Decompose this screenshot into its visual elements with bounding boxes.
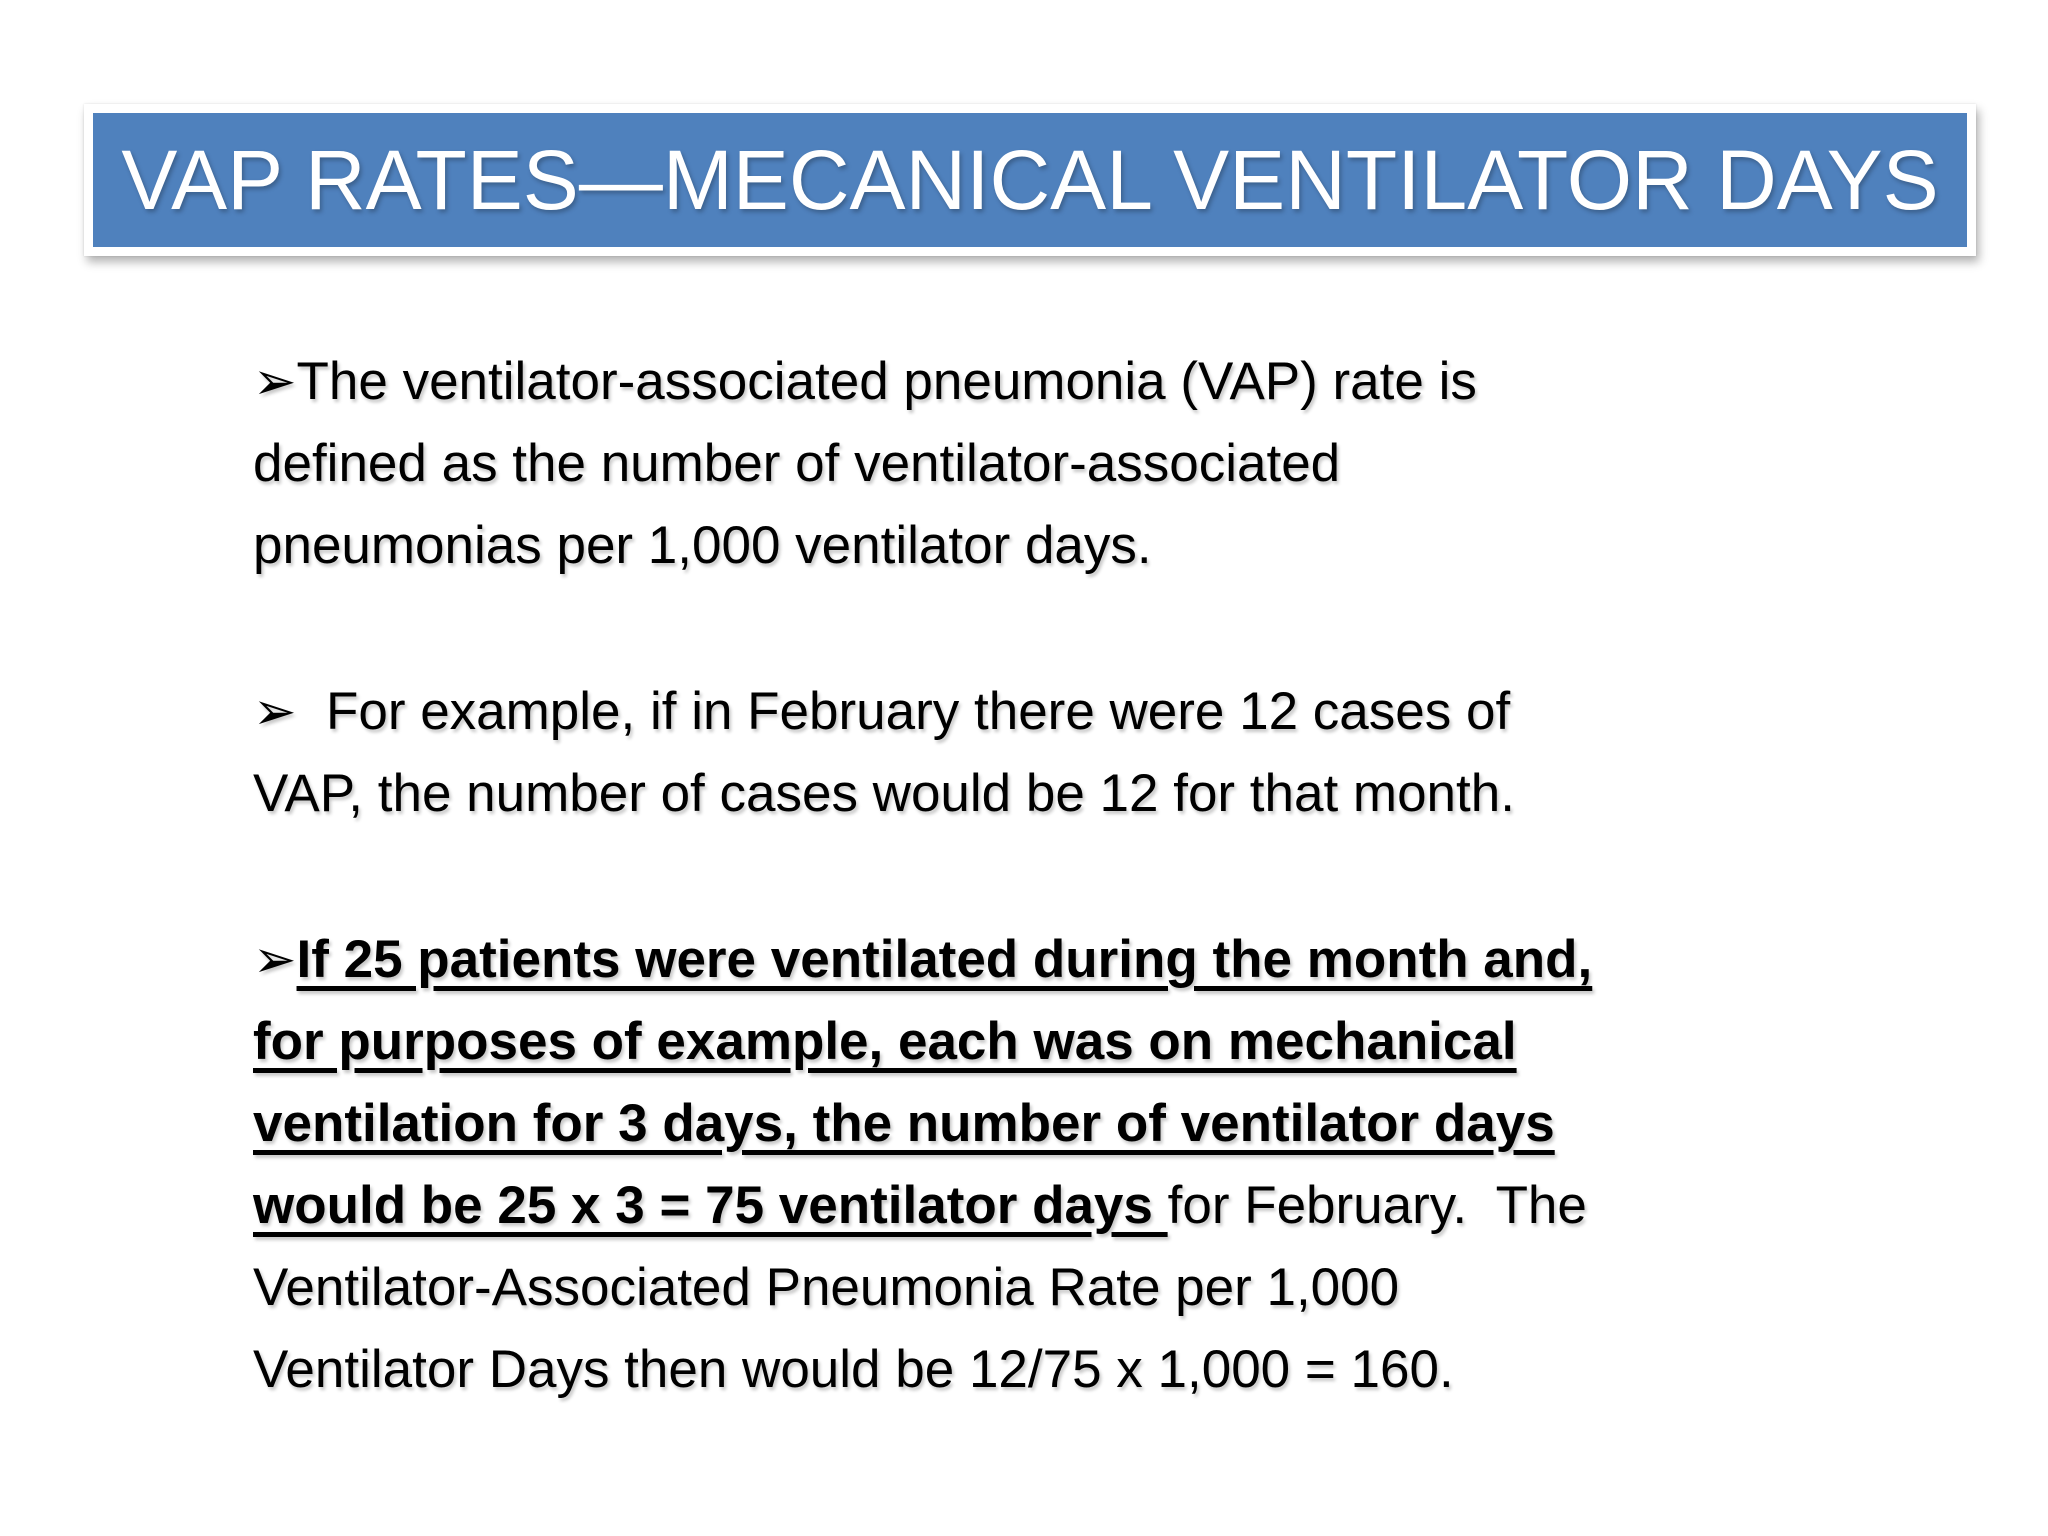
arrow-bullet-icon: ➢	[253, 682, 297, 742]
bullet-paragraph-1: ➢The ventilator-associated pneumonia (VA…	[253, 341, 1893, 587]
slide-title: VAP RATES—MECANICAL VENTILATOR DAYS	[121, 132, 1939, 227]
arrow-bullet-icon: ➢	[253, 352, 297, 412]
slide-body: ➢The ventilator-associated pneumonia (VA…	[253, 341, 1893, 1411]
slide-title-bar: VAP RATES—MECANICAL VENTILATOR DAYS	[84, 104, 1976, 256]
paragraph-bold-underlined-text: If 25 patients were ventilated during th…	[253, 930, 1593, 1235]
bullet-paragraph-3: ➢If 25 patients were ventilated during t…	[253, 919, 1893, 1411]
paragraph-text: for February. The Ventilator-Associated …	[253, 1176, 1587, 1399]
paragraph-text: The ventilator-associated pneumonia (VAP…	[253, 352, 1477, 575]
paragraph-text: For example, if in February there were 1…	[253, 682, 1515, 823]
arrow-bullet-icon: ➢	[253, 930, 297, 990]
bullet-paragraph-2: ➢ For example, if in February there were…	[253, 671, 1893, 835]
